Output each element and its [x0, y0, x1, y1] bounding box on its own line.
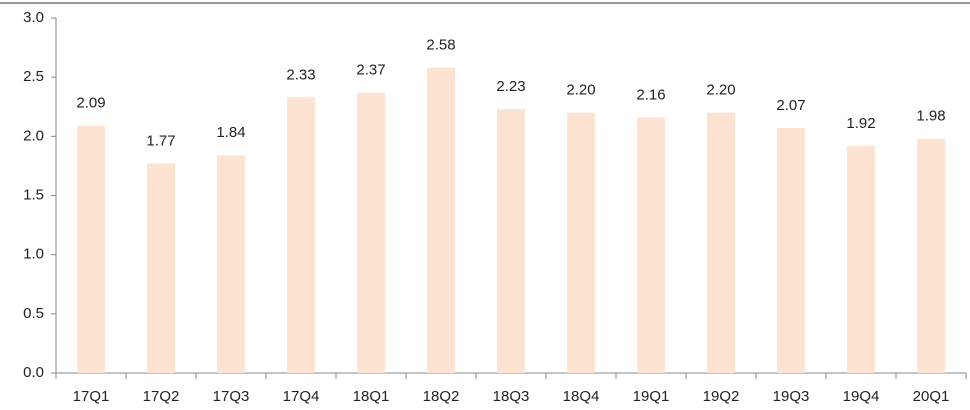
data-label: 2.58	[426, 37, 455, 54]
bar	[637, 117, 665, 374]
y-tick-label: 1.5	[23, 186, 44, 203]
data-label: 2.09	[76, 95, 105, 112]
bar	[357, 92, 385, 374]
y-tick-label: 1.0	[23, 246, 44, 263]
data-label: 2.23	[496, 78, 525, 95]
data-label: 2.20	[566, 82, 595, 99]
bar	[847, 145, 875, 373]
data-label: 2.20	[706, 82, 735, 99]
data-label: 1.77	[146, 133, 175, 150]
bar	[917, 138, 945, 373]
x-tick-label: 19Q3	[773, 388, 810, 405]
x-tick-label: 17Q3	[213, 388, 250, 405]
data-label: 2.33	[286, 66, 315, 83]
y-tick-label: 3.0	[23, 9, 44, 26]
data-label: 2.16	[636, 86, 665, 103]
x-tick-label: 17Q4	[283, 388, 320, 405]
y-tick-label: 0.0	[23, 364, 44, 381]
x-tick-label: 18Q1	[353, 388, 390, 405]
x-tick-label: 19Q1	[633, 388, 670, 405]
bar	[147, 163, 175, 373]
y-tick-label: 2.0	[23, 127, 44, 144]
bar	[567, 112, 595, 374]
bar	[77, 125, 105, 373]
data-label: 1.98	[916, 108, 945, 125]
data-label: 2.37	[356, 62, 385, 79]
x-tick-label: 18Q2	[423, 388, 460, 405]
data-label: 1.92	[846, 115, 875, 132]
bar	[287, 97, 315, 374]
x-tick-label: 19Q4	[843, 388, 880, 405]
y-tick-label: 0.5	[23, 305, 44, 322]
data-label: 2.07	[776, 97, 805, 114]
bar	[497, 109, 525, 373]
data-label: 1.84	[216, 124, 245, 141]
x-tick-label: 18Q4	[563, 388, 600, 405]
x-tick-label: 17Q2	[143, 388, 180, 405]
y-tick-label: 2.5	[23, 68, 44, 85]
x-tick-label: 20Q1	[913, 388, 950, 405]
x-tick-label: 18Q3	[493, 388, 530, 405]
bar	[777, 128, 805, 373]
bar	[707, 112, 735, 374]
x-tick-label: 19Q2	[703, 388, 740, 405]
x-tick-label: 17Q1	[73, 388, 110, 405]
bar	[427, 67, 455, 373]
bar	[217, 155, 245, 373]
